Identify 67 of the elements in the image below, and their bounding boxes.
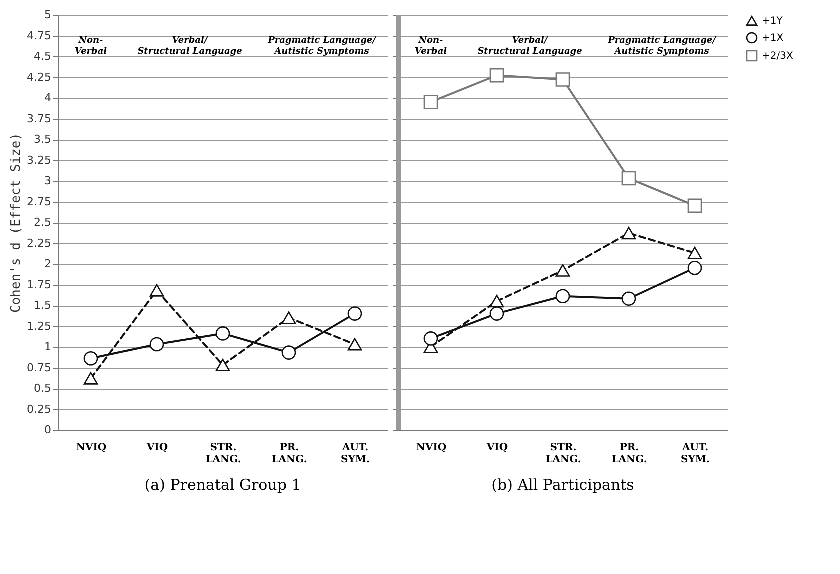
legend-label: +1Y xyxy=(762,16,784,27)
y-tick-label: 2.5 xyxy=(34,216,52,229)
point xyxy=(150,337,164,352)
point xyxy=(688,198,702,214)
text: (a) Prenatal Group 1 xyxy=(144,476,302,494)
x-tick-label: VIQ xyxy=(486,442,508,454)
y-tick-label: 0.25 xyxy=(27,402,52,416)
point xyxy=(622,226,636,240)
y-tick-label: 1.25 xyxy=(27,320,52,333)
y-tick-label: 4.5 xyxy=(34,50,52,63)
y-tick-label: 3 xyxy=(44,174,52,188)
point xyxy=(688,260,702,276)
point xyxy=(622,171,636,186)
point xyxy=(348,306,362,321)
point xyxy=(84,351,98,366)
x-tick-label: NVIQ xyxy=(76,442,107,454)
point xyxy=(84,372,98,385)
point xyxy=(490,68,504,83)
point xyxy=(424,332,438,346)
annotation: Pragmatic Language/Autistic Symptoms xyxy=(267,36,378,57)
legend-label: +2/3X xyxy=(762,51,794,62)
x-tick-label: AUT. SYM. xyxy=(341,442,370,466)
annotation: Verbal/Structural Language xyxy=(138,36,243,57)
y-tick-label: 0.75 xyxy=(27,361,52,374)
point xyxy=(556,72,570,87)
point xyxy=(150,284,164,297)
annotation: Pragmatic Language/Autistic Symptoms xyxy=(607,36,718,57)
x-tick-label: VIQ xyxy=(146,442,168,454)
y-tick-label: 3.25 xyxy=(27,154,52,167)
point xyxy=(622,292,636,306)
point xyxy=(216,326,230,341)
y-axis-title: Cohen's d (Effect Size) xyxy=(9,132,24,314)
annotation: Non-Verbal xyxy=(74,36,108,57)
point xyxy=(282,346,296,360)
y-tick-label: 4 xyxy=(44,92,52,104)
x-tick-label: AUT. SYM. xyxy=(681,442,710,466)
annotation: Non-Verbal xyxy=(414,36,448,57)
x-tick-label: PR. LANG. xyxy=(612,442,648,466)
y-tick-label: 1.5 xyxy=(34,299,52,312)
y-tick-label: 5 xyxy=(44,8,52,22)
y-tick-label: 4.75 xyxy=(27,29,52,42)
y-tick-label: 0 xyxy=(44,424,52,436)
annotation: Verbal/Structural Language xyxy=(478,36,583,57)
y-tick-label: 2.75 xyxy=(27,195,52,208)
point xyxy=(556,264,570,277)
legend-label: +1X xyxy=(762,33,784,44)
point xyxy=(688,246,702,260)
x-tick-label: NVIQ xyxy=(416,442,447,454)
point xyxy=(490,306,504,321)
y-tick-label: 1 xyxy=(44,340,52,354)
x-tick-label: STR. LANG. xyxy=(206,442,242,466)
y-tick-label: 4.25 xyxy=(27,70,52,84)
y-tick-label: 2.25 xyxy=(27,236,52,250)
point xyxy=(216,358,230,372)
y-tick-label: 2 xyxy=(44,258,52,270)
y-tick-label: 1.75 xyxy=(27,278,52,292)
y-tick-label: 0.5 xyxy=(34,382,52,395)
point xyxy=(282,312,296,324)
text: (b) All Participants xyxy=(492,476,634,494)
x-tick-label: PR. LANG. xyxy=(272,442,308,466)
point xyxy=(348,338,362,351)
point xyxy=(490,295,504,308)
x-tick-label: STR. LANG. xyxy=(546,442,582,466)
point xyxy=(424,94,438,110)
y-tick-label: 3.5 xyxy=(34,133,52,146)
y-tick-label: 3.75 xyxy=(27,112,52,126)
point xyxy=(556,289,570,304)
